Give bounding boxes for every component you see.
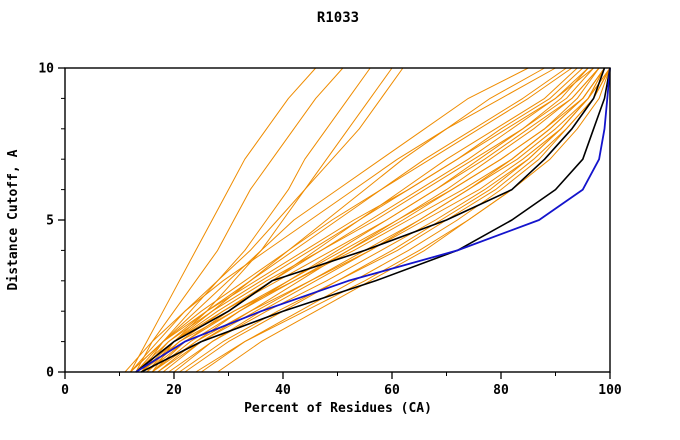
plot-border (64, 67, 611, 373)
prediction-curves-line (151, 67, 611, 373)
axes-layer: 0 20 40 60 80 100 0 5 10 (38, 62, 622, 399)
reference-blue-curve-line (135, 67, 611, 373)
prediction-curves-line (130, 67, 573, 373)
prediction-curves-line (146, 67, 589, 373)
x-tick-label: 40 (275, 383, 291, 398)
prediction-curves-line (217, 67, 611, 373)
x-tick-label: 80 (493, 383, 509, 398)
y-tick-label: 5 (46, 214, 54, 229)
prediction-curves-line (130, 67, 594, 373)
reference-black-curves-line (140, 67, 611, 373)
prediction-curves-line (151, 67, 578, 373)
prediction-curves-line (151, 67, 393, 373)
prediction-curves-line (124, 67, 556, 373)
prediction-curves-line (146, 67, 605, 373)
y-tick-label: 10 (38, 62, 54, 77)
prediction-curves-line (140, 67, 371, 373)
prediction-curves-line (201, 67, 611, 373)
prediction-curves-line (135, 67, 529, 373)
prediction-curves-line (151, 67, 600, 373)
prediction-curves-line (135, 67, 584, 373)
prediction-curves-line (146, 67, 545, 373)
reference-black-curves-line (135, 67, 606, 373)
x-tick-label: 100 (598, 383, 622, 398)
prediction-curves-line (195, 67, 611, 373)
chart-title: R1033 (317, 10, 359, 26)
y-axis-label: Distance Cutoff, A (6, 149, 21, 290)
series-layer (124, 67, 611, 373)
prediction-curves-line (140, 67, 594, 373)
x-tick-label: 0 (61, 383, 69, 398)
x-axis-label: Percent of Residues (CA) (244, 401, 432, 416)
y-tick-label: 0 (46, 366, 54, 381)
prediction-curves-line (140, 67, 567, 373)
prediction-curves-line (130, 67, 404, 373)
prediction-curves-line (135, 67, 600, 373)
x-tick-label: 60 (384, 383, 400, 398)
prediction-curves-line (140, 67, 605, 373)
x-tick-label: 20 (166, 383, 182, 398)
prediction-curves-line (129, 67, 317, 373)
prediction-curves-line (135, 67, 344, 373)
